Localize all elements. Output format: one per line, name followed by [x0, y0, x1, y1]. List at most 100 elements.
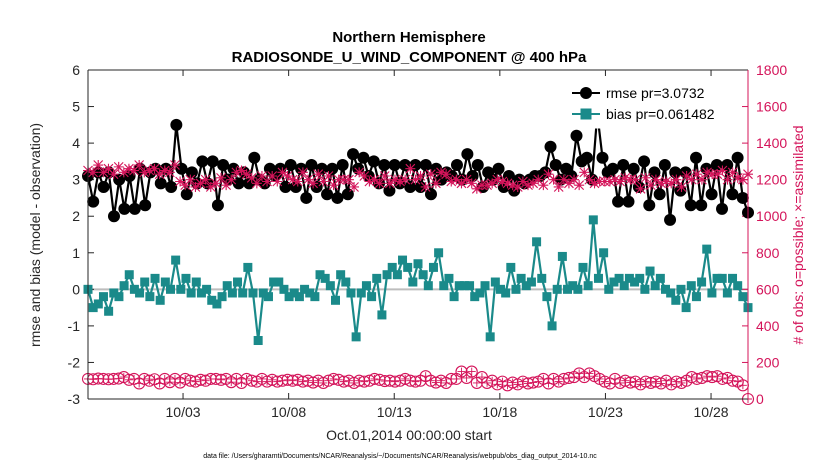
rmse-point — [643, 199, 656, 212]
bias-point — [563, 284, 573, 294]
bias-point — [573, 284, 583, 294]
-of-obs-assimilated-point — [533, 174, 544, 185]
-of-obs-assimilated-point — [482, 180, 493, 191]
rmse-point — [690, 151, 703, 164]
bias-point — [320, 273, 330, 283]
rmse-point — [424, 188, 437, 201]
bias-point — [655, 273, 665, 283]
y-tick-label: -1 — [68, 318, 81, 334]
bias-point — [707, 288, 717, 298]
-of-obs-assimilated-point — [502, 178, 513, 189]
-of-obs-assimilated-point — [149, 163, 160, 174]
-of-obs-assimilated-point — [497, 176, 508, 187]
bias-point — [341, 277, 351, 287]
rmse-point — [658, 159, 671, 172]
rmse-point — [653, 188, 666, 201]
bias-point — [542, 292, 552, 302]
rmse-point — [321, 188, 334, 201]
rmse-point — [679, 166, 692, 179]
bias-point — [202, 284, 212, 294]
rmse-point — [175, 162, 188, 175]
-of-obs-assimilated-point — [415, 171, 426, 182]
-of-obs-assimilated-point — [210, 178, 221, 189]
rmse-point — [352, 162, 365, 175]
-of-obs-assimilated-point — [691, 169, 702, 180]
rmse-point — [622, 195, 635, 208]
bias-point — [217, 292, 227, 302]
-of-obs-assimilated-point — [599, 176, 610, 187]
-of-obs-assimilated-point — [451, 174, 462, 185]
bias-point — [650, 281, 660, 291]
rmse-point — [217, 159, 230, 172]
bias-point — [506, 262, 516, 272]
rmse-point — [357, 151, 370, 164]
y-right-tick-label: 400 — [756, 318, 780, 334]
rmse-point — [399, 159, 412, 172]
bias-point — [387, 262, 397, 272]
y-right-tick-label: 1000 — [756, 208, 787, 224]
bias-point — [609, 277, 619, 287]
bias-point — [465, 281, 475, 291]
-of-obs-assimilated-point — [328, 180, 339, 191]
bias-point — [702, 244, 712, 254]
bias-point — [207, 295, 217, 305]
-of-obs-assimilated-point — [512, 181, 523, 192]
-of-obs-assimilated-point — [405, 163, 416, 174]
-of-obs-assimilated-point — [277, 167, 288, 178]
data-file-footnote: data file: /Users/gharamti/Documents/NCA… — [203, 453, 597, 460]
bias-point — [222, 281, 232, 291]
-of-obs-assimilated-point — [241, 169, 252, 180]
bias-point — [284, 292, 294, 302]
-of-obs-assimilated-point — [702, 167, 713, 178]
rmse-point — [305, 159, 318, 172]
bias-point — [382, 270, 392, 280]
bias-point — [372, 273, 382, 283]
bias-point — [470, 292, 480, 302]
legend-bias-marker — [580, 108, 592, 120]
rmse-point — [165, 180, 178, 193]
-of-obs-assimilated-point — [410, 174, 421, 185]
bias-point — [635, 273, 645, 283]
bias-point — [346, 288, 356, 298]
bias-point — [599, 248, 609, 258]
y-right-tick-label: 0 — [756, 391, 764, 407]
bias-point — [356, 288, 366, 298]
rmse-point — [617, 159, 630, 172]
bias-point — [444, 273, 454, 283]
bias-point — [511, 284, 521, 294]
bias-point — [196, 288, 206, 298]
-of-obs-assimilated-point — [282, 171, 293, 182]
y-right-tick-label: 1200 — [756, 172, 787, 188]
bias-point — [728, 273, 738, 283]
-of-obs-assimilated-point — [466, 178, 477, 189]
x-tick-label: 10/28 — [694, 404, 729, 420]
-of-obs-assimilated-point — [236, 165, 247, 176]
bias-point — [691, 292, 701, 302]
y-right-tick-label: 1600 — [756, 99, 787, 115]
x-tick-label: 10/18 — [482, 404, 517, 420]
bias-point — [238, 288, 248, 298]
-of-obs-assimilated-point — [134, 160, 145, 171]
bias-point — [475, 288, 485, 298]
-of-obs-assimilated-point — [364, 176, 375, 187]
y-tick-label: 0 — [72, 281, 80, 297]
bias-point — [191, 277, 201, 287]
bias-point — [717, 273, 727, 283]
bias-point — [624, 273, 634, 283]
bias-point — [305, 288, 315, 298]
-of-obs-assimilated-point — [584, 174, 595, 185]
-of-obs-assimilated-point — [400, 174, 411, 185]
rmse-point — [705, 188, 718, 201]
-of-obs-possible-point-cross — [462, 373, 471, 382]
bias-point — [248, 288, 258, 298]
-of-obs-assimilated-point — [246, 172, 257, 183]
bias-point — [300, 284, 310, 294]
-of-obs-assimilated-point — [118, 167, 129, 178]
bias-point — [738, 292, 748, 302]
bias-point — [171, 255, 181, 265]
bias-point — [516, 273, 526, 283]
-of-obs-assimilated-point — [420, 181, 431, 192]
rmse-point — [419, 159, 432, 172]
bias-point — [501, 288, 511, 298]
bias-point — [155, 295, 165, 305]
